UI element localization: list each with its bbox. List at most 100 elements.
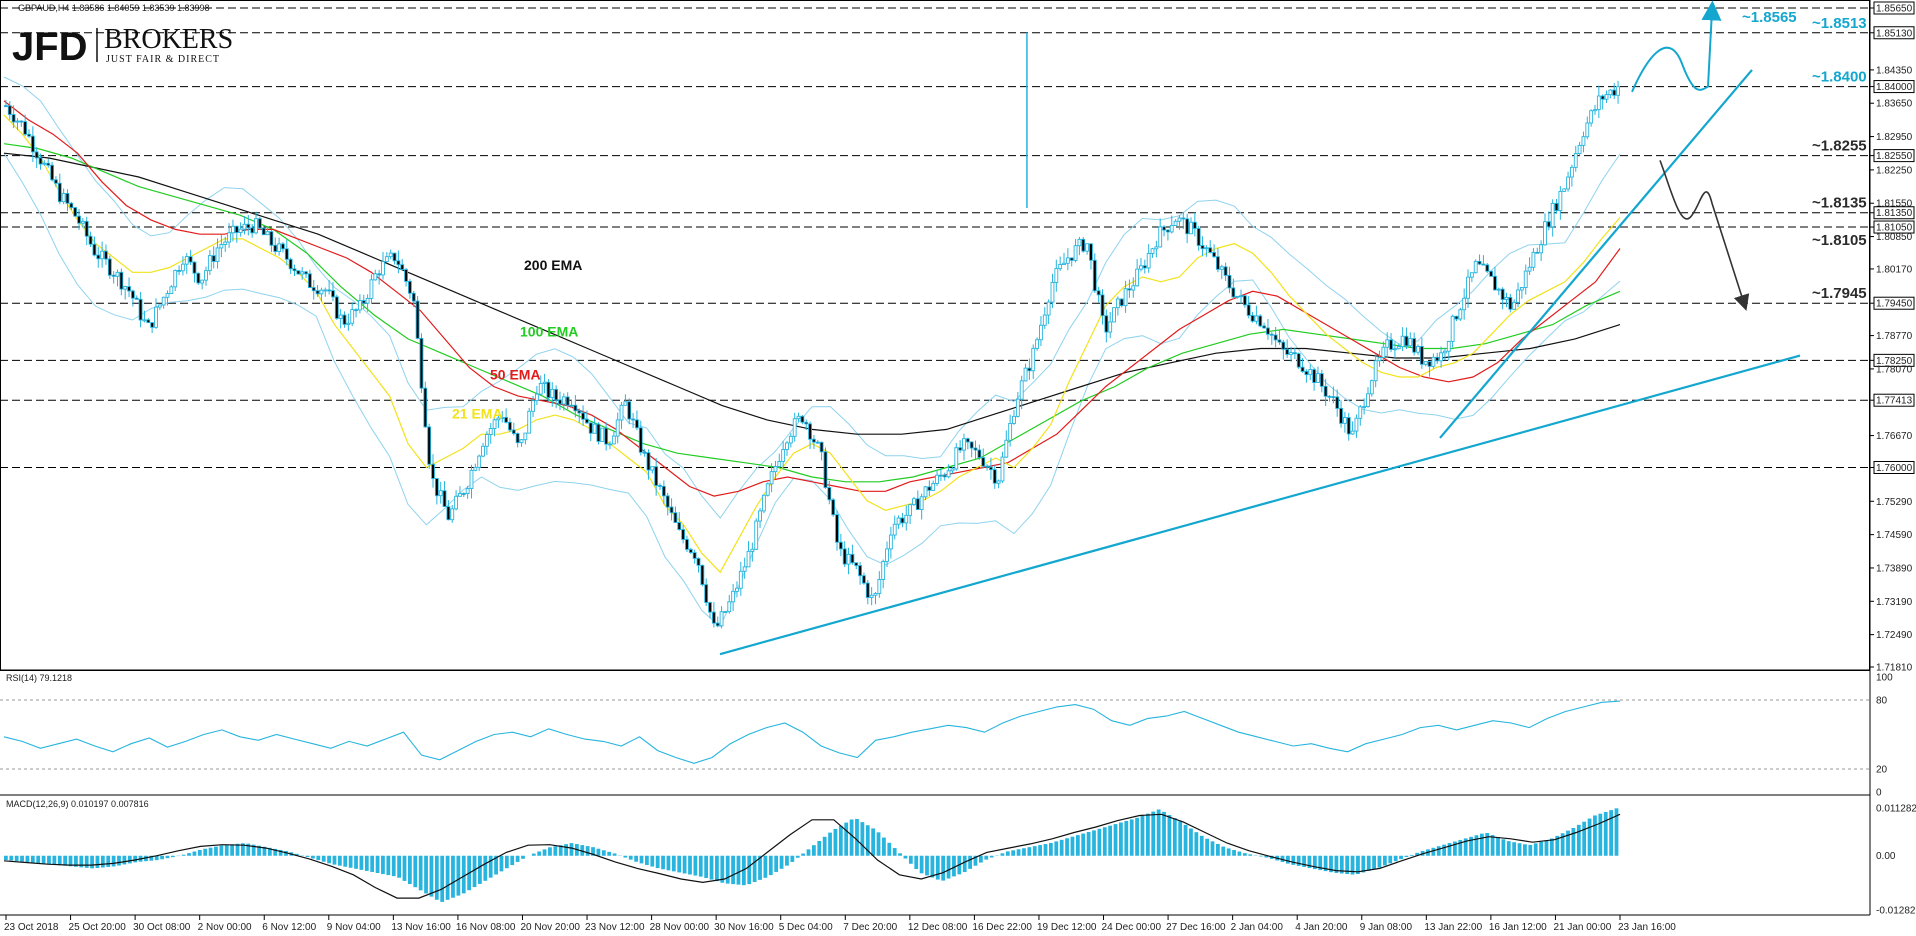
macd-histogram-bar xyxy=(1415,852,1420,856)
candle-body xyxy=(1381,346,1386,358)
macd-histogram-bar xyxy=(515,855,520,862)
candle-body xyxy=(38,157,43,165)
candle-body xyxy=(915,498,920,511)
macd-histogram-bar xyxy=(203,848,208,856)
macd-histogram-bar xyxy=(1022,848,1026,856)
candle-body xyxy=(1404,335,1409,347)
candle-body xyxy=(904,514,909,524)
price-tick-box xyxy=(1873,220,1915,234)
candle-body xyxy=(1346,417,1351,435)
candle-body xyxy=(738,570,743,589)
candle-body xyxy=(1477,260,1482,265)
macd-histogram-bar xyxy=(1539,841,1543,856)
candle-body xyxy=(754,520,759,550)
macd-histogram-bar xyxy=(1221,846,1226,856)
macd-histogram-bar xyxy=(413,855,418,888)
candle-body xyxy=(1354,417,1359,432)
candle-body xyxy=(342,314,347,325)
candle-body xyxy=(873,592,878,596)
macd-histogram-bar xyxy=(601,850,606,856)
candle-body xyxy=(1162,226,1166,231)
candle-body xyxy=(700,564,705,586)
macd-histogram-bar xyxy=(1140,815,1145,856)
candle-body xyxy=(1131,285,1136,291)
macd-histogram-bar xyxy=(645,855,649,865)
candle-body xyxy=(100,250,105,260)
candle-body xyxy=(80,220,85,224)
candle-body xyxy=(1181,217,1186,220)
macd-histogram-bar xyxy=(709,855,714,880)
candle-body xyxy=(1242,295,1247,306)
candle-body xyxy=(731,590,736,603)
candle-body xyxy=(284,248,289,260)
ema-200-line xyxy=(3,152,1621,435)
macd-histogram-bar xyxy=(1000,853,1005,856)
candle-body xyxy=(527,410,532,434)
candle-body xyxy=(1304,371,1309,376)
candle-body xyxy=(357,300,362,311)
candle-body xyxy=(92,243,97,256)
candle-body xyxy=(1496,288,1501,291)
candle-body xyxy=(508,421,512,431)
candle-body xyxy=(1200,245,1205,250)
candle-body xyxy=(1100,294,1105,317)
candle-body xyxy=(231,225,235,234)
candle-body xyxy=(488,428,493,435)
macd-histogram-bar xyxy=(327,855,331,864)
macd-histogram-bar xyxy=(1350,855,1355,875)
candle-body xyxy=(827,487,832,501)
candle-body xyxy=(388,252,393,258)
candle-body xyxy=(685,539,689,550)
macd-histogram-bar xyxy=(989,855,994,858)
candle-body xyxy=(1585,122,1590,138)
candle-body xyxy=(923,486,928,498)
candle-body xyxy=(1158,226,1163,248)
candle-body xyxy=(1208,247,1213,253)
macd-histogram-bar xyxy=(445,855,450,900)
macd-histogram-bar xyxy=(408,855,412,885)
time-tick-label: 30 Oct 08:00 xyxy=(133,922,191,933)
candle-body xyxy=(242,223,247,230)
macd-histogram-bar xyxy=(1248,854,1253,856)
macd-histogram-bar xyxy=(892,848,897,856)
candle-body xyxy=(977,449,982,459)
candle-body xyxy=(862,575,866,584)
candle-body xyxy=(1312,369,1317,383)
macd-histogram-bar xyxy=(165,855,170,859)
price-tick-box xyxy=(1873,26,1915,40)
time-tick-label: 2 Nov 00:00 xyxy=(198,922,252,933)
candle-body xyxy=(292,268,297,272)
candle-body xyxy=(969,441,974,449)
macd-histogram-bar xyxy=(402,855,407,881)
macd-histogram-bar xyxy=(364,855,369,871)
candle-body xyxy=(938,474,943,477)
candle-body xyxy=(211,255,216,262)
macd-histogram-bar xyxy=(1145,813,1150,856)
candle-body xyxy=(1481,263,1486,266)
price-tick-box xyxy=(1873,460,1915,474)
candle-body xyxy=(338,314,343,319)
candle-body xyxy=(1254,315,1259,322)
candle-body xyxy=(777,460,782,467)
macd-histogram-bar xyxy=(795,855,800,858)
macd-histogram-bar xyxy=(117,855,121,866)
candle-body xyxy=(177,269,181,272)
macd-histogram-bar xyxy=(1097,828,1102,856)
macd-histogram-bar xyxy=(698,855,703,877)
candle-body xyxy=(434,478,439,497)
time-axis: 23 Oct 2018 25 Oct 20:00 30 Oct 08:00 2 Nov… xyxy=(4,915,1676,933)
macd-histogram-bar xyxy=(774,855,779,872)
price-tick-label: 1.74590 xyxy=(1876,530,1913,541)
candle-body xyxy=(146,319,151,324)
candle-body xyxy=(1004,439,1009,458)
macd-histogram-bar xyxy=(84,855,89,868)
candle-body xyxy=(1493,275,1497,291)
candle-body xyxy=(1266,327,1270,335)
candle-body xyxy=(1135,268,1140,287)
candle-body xyxy=(157,304,162,308)
candle-body xyxy=(1177,217,1182,222)
candle-body xyxy=(715,622,720,627)
macd-histogram-bar xyxy=(978,855,983,863)
candle-body xyxy=(1185,218,1190,235)
candle-body xyxy=(1054,268,1059,283)
